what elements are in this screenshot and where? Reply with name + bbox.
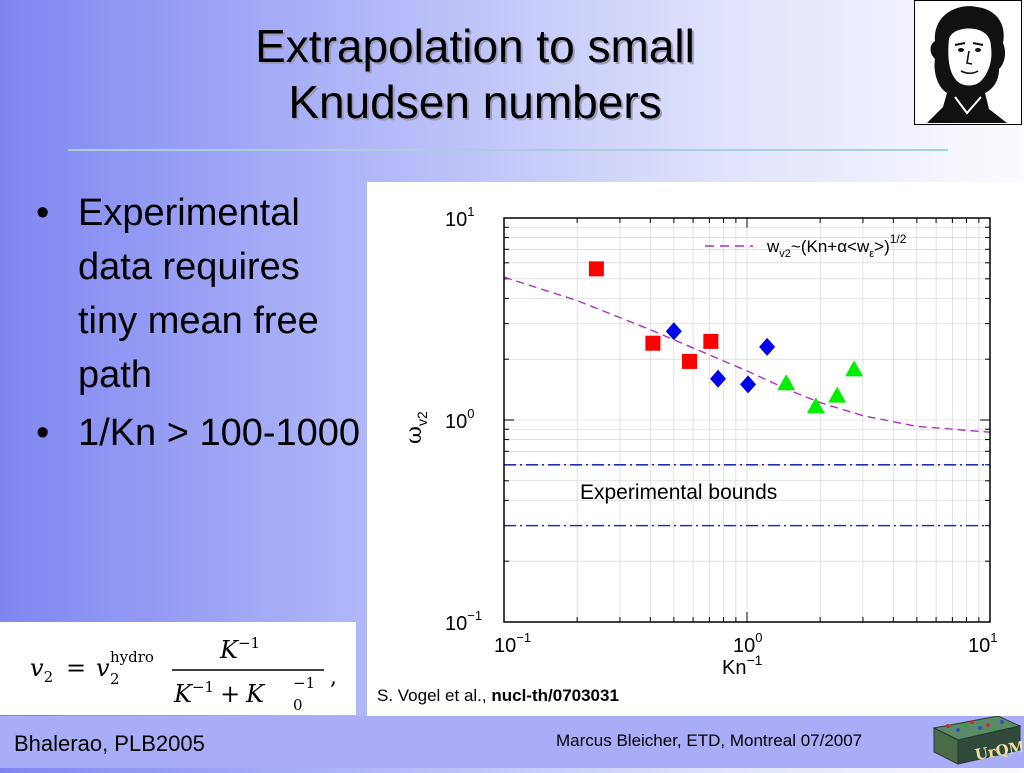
- bullet-text: Experimental data requires tiny mean fre…: [78, 192, 319, 396]
- bounds-label: Experimental bounds: [580, 481, 777, 504]
- x-tick-label: 10−1: [494, 630, 531, 657]
- bullet-item: • Experimental data requires tiny mean f…: [36, 186, 366, 402]
- footer-presenter: Marcus Bleicher, ETD, Montreal 07/2007: [556, 731, 863, 750]
- x-tick-label: 100: [733, 630, 762, 657]
- legend-label: wv2~(Kn+α<wε>)1/2: [766, 232, 907, 260]
- title-line-1: Extrapolation to small: [255, 20, 695, 72]
- y-axis-label: ωv2: [402, 411, 430, 444]
- diamond-marker: [710, 369, 727, 388]
- y-tick-label: 10−1: [445, 608, 482, 635]
- plot-frame: [503, 217, 991, 623]
- citation-ref: nucl-th/0703031: [491, 686, 619, 705]
- bullet-dot: •: [36, 412, 50, 454]
- formula-k0-exp: −1: [293, 674, 315, 692]
- formula-lhs: v: [30, 654, 44, 682]
- urqmd-logo: UrQMD: [928, 715, 1024, 768]
- title-divider: [68, 149, 948, 151]
- triangle-marker: [828, 386, 847, 403]
- formula-k0-sub: 0: [293, 696, 303, 714]
- citation: S. Vogel et al., nucl-th/0703031: [377, 686, 619, 706]
- formula: v2 = v 2 hydro K−1 K−1 + K 0 −1 ,: [30, 634, 337, 714]
- square-marker: [703, 333, 719, 349]
- y-tick-label: 100: [445, 406, 474, 433]
- portrait-engraving-icon: [927, 6, 1007, 123]
- y-tick-label: 101: [445, 204, 474, 231]
- triangle-marker: [777, 374, 796, 391]
- footer-author: Bhalerao, PLB2005: [14, 731, 205, 756]
- bullet-dot: •: [36, 192, 50, 234]
- square-marker: [682, 353, 698, 369]
- triangle-marker: [806, 397, 825, 414]
- formula-rhs-sub: 2: [110, 670, 120, 688]
- bullet-list: • Experimental data requires tiny mean f…: [36, 186, 366, 464]
- diamond-marker: [759, 337, 776, 356]
- svg-text:v: v: [96, 654, 110, 682]
- formula-rhs-sup: hydro: [110, 648, 154, 666]
- formula-eq: =: [66, 654, 86, 682]
- portrait-logo: [914, 0, 1022, 125]
- footer-bar: [0, 716, 1024, 768]
- slide-title: Extrapolation to small Knudsen numbers: [80, 18, 870, 130]
- bullet-item: • 1/Kn > 100-1000: [36, 406, 366, 460]
- svg-text:K−1+K: K−1 + K: [173, 678, 266, 708]
- formula-rhs: v: [96, 654, 110, 682]
- svg-text:v2: v2: [30, 654, 53, 686]
- citation-prefix: S. Vogel et al.,: [377, 686, 492, 705]
- formula-box: v2 = v 2 hydro K−1 K−1 + K 0 −1 ,: [0, 622, 356, 715]
- x-axis-label: Kn−1: [722, 652, 763, 679]
- x-tick-label: 101: [968, 630, 997, 657]
- square-marker: [588, 261, 604, 277]
- bullet-text: 1/Kn > 100-1000: [78, 412, 361, 454]
- square-marker: [645, 335, 661, 351]
- legend: wv2~(Kn+α<wε>)1/2: [705, 232, 907, 260]
- formula-tail: ,: [330, 665, 337, 690]
- title-line-2: Knudsen numbers: [288, 76, 662, 128]
- diamond-marker: [740, 375, 757, 394]
- scatter-chart: 10−1 100 101 10−1 100 101 Kn−1 ωv2 wv2~(Kn+α…: [402, 204, 997, 679]
- formula-numerator: K: [219, 636, 240, 664]
- svg-text:K−1: K−1: [219, 634, 260, 664]
- chart-panel: 10−1 100 101 10−1 100 101 Kn−1 ωv2 wv2~(Kn+α…: [367, 182, 1024, 716]
- triangle-marker: [845, 360, 864, 377]
- diamond-marker: [665, 322, 682, 341]
